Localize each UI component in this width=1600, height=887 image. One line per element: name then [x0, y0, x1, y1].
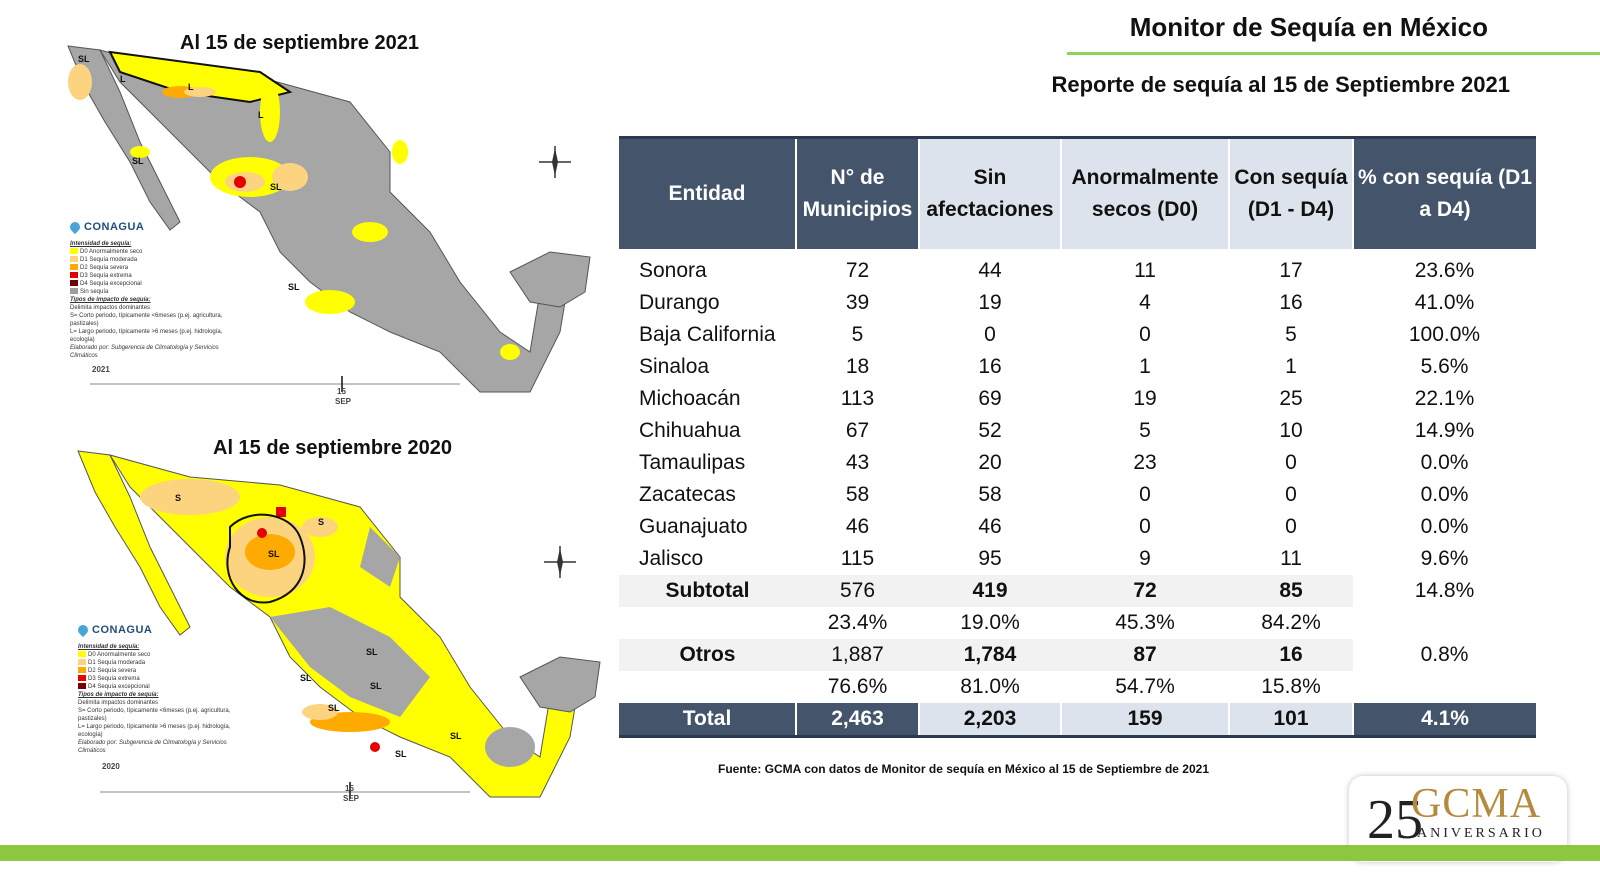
conagua-logo: CONAGUA [75, 622, 248, 638]
map-year: 2021 [92, 365, 110, 374]
table-row: Guanajuato 46 46 0 0 0.0% [639, 515, 1469, 538]
map-label: SL [288, 282, 300, 292]
drought-table: Entidad N° de Municipios Sin afectacione… [619, 136, 1536, 738]
map-label: SL [268, 549, 280, 559]
map-legend: CONAGUA Intensidad de sequía: D0 Anormal… [67, 219, 240, 360]
table-row: Tamaulipas 43 20 23 0 0.0% [639, 451, 1469, 474]
map-year: 2020 [102, 762, 120, 771]
map-label: S [175, 493, 181, 503]
map-label: S [318, 517, 324, 527]
table-header-row: Entidad N° de Municipios Sin afectacione… [619, 136, 1536, 249]
map-caption: Al 15 de septiembre 2020 [213, 437, 453, 459]
timeline-marker: 15 [337, 387, 346, 396]
map-label: SL [366, 647, 378, 657]
table-row: Chihuahua 67 52 5 10 14.9% [639, 419, 1475, 442]
page-title: Monitor de Sequía en México [1129, 12, 1488, 42]
total-row: Total 2,463 2,203 159 101 4.1% [619, 703, 1536, 738]
col-header-entidad: Entidad [619, 136, 796, 249]
otros-pct-row: 76.6% 81.0% 54.7% 15.8% [619, 671, 1536, 703]
logo-number: 25 [1367, 789, 1423, 851]
col-header-sin-afectaciones: Sin afectaciones [918, 136, 1061, 249]
map-label: SL [328, 703, 340, 713]
mexico-map-2020: S S SL SL SL SL SL SL SL [77, 450, 601, 799]
otros-row: Otros 1,887 1,784 87 16 0.8% [619, 639, 1536, 671]
map-label: SL [78, 54, 90, 64]
subtotal-pct-row: 23.4% 19.0% 45.3% 84.2% [619, 607, 1536, 639]
logo-tagline: ANIVERSARIO [1417, 826, 1545, 841]
table-row: Sinaloa 18 16 1 1 5.6% [639, 355, 1469, 378]
title-underline [1067, 52, 1600, 55]
table-row: Baja California 5 0 0 5 100.0% [639, 323, 1481, 346]
map-caption: Al 15 de septiembre 2021 [180, 32, 420, 54]
map-label: SL [395, 749, 407, 759]
col-header-con-sequia: Con sequía (D1 - D4) [1228, 136, 1353, 249]
compass-icon [544, 546, 576, 578]
source-note: Fuente: GCMA con datos de Monitor de seq… [718, 762, 1210, 776]
map-label: L [258, 110, 264, 120]
logo-brand: GCMA [1411, 781, 1542, 827]
map-label: L [120, 74, 126, 84]
footer-bar [0, 845, 1600, 861]
table-row: Zacatecas 58 58 0 0 0.0% [639, 483, 1469, 506]
drought-map-2021: Al 15 de septiembre 2021 SL L L SL SL SL… [60, 32, 600, 417]
map-label: SL [370, 681, 382, 691]
timeline-month: SEP [343, 794, 360, 803]
table-row: Durango 39 19 4 16 41.0% [639, 291, 1475, 314]
map-legend: CONAGUA Intensidad de sequía: D0 Anormal… [75, 622, 248, 755]
table-row: Jalisco 115 95 9 11 9.6% [639, 547, 1469, 570]
map-label: SL [300, 673, 312, 683]
timeline-month: SEP [335, 397, 352, 406]
table-row: Michoacán 113 69 19 25 22.1% [639, 387, 1475, 410]
conagua-logo: CONAGUA [67, 219, 240, 235]
col-header-pct-sequia: % con sequía (D1 a D4) [1352, 136, 1536, 249]
col-header-municipios: N° de Municipios [795, 136, 919, 249]
map-label: SL [132, 156, 144, 166]
timeline-marker: 15 [345, 784, 354, 793]
map-label: SL [270, 182, 282, 192]
map-label: L [188, 82, 194, 92]
compass-icon [539, 146, 571, 178]
drought-map-2020: Al 15 de septiembre 2020 S S SL SL SL SL… [70, 437, 610, 822]
subtotal-row: Subtotal 576 419 72 85 14.8% [619, 575, 1536, 607]
col-header-d0: Anormalmente secos (D0) [1060, 136, 1229, 249]
mexico-map-2021: SL L L SL SL SL L [67, 45, 591, 393]
table-row: Sonora 72 44 11 17 23.6% [639, 259, 1475, 282]
map-label: SL [450, 731, 462, 741]
report-subtitle: Reporte de sequía al 15 de Septiembre 20… [1051, 72, 1510, 97]
